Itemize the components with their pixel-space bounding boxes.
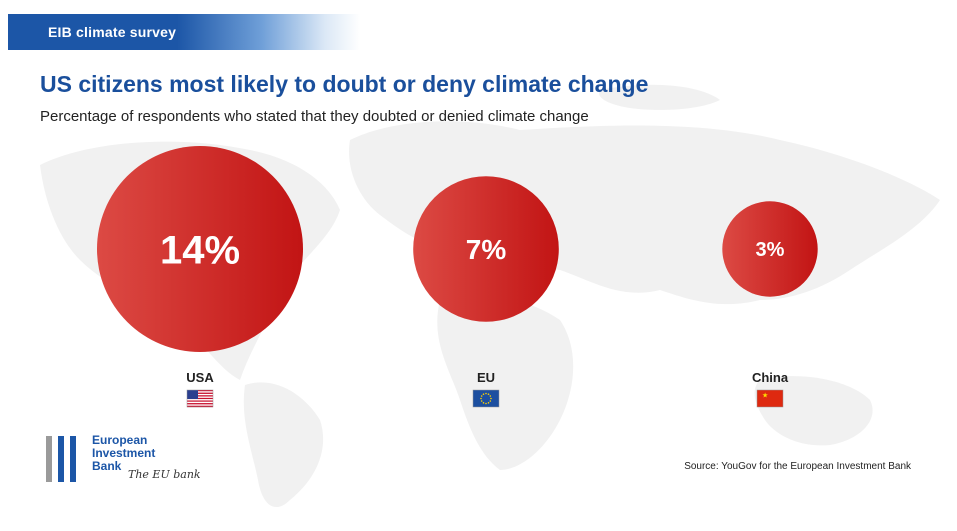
bubble-value-label: 14%	[160, 228, 240, 272]
bubble-china	[722, 201, 818, 297]
eu-flag-icon	[472, 389, 500, 408]
banner-text: EIB climate survey	[48, 24, 177, 40]
bubble-value-label: 3%	[756, 239, 785, 261]
category-label: EU	[477, 370, 495, 385]
eib-logo: European Investment Bank The EU bank	[44, 434, 244, 494]
bubble-value-label: 7%	[466, 234, 507, 265]
us-flag-icon	[186, 389, 214, 408]
source-note: Source: YouGov for the European Investme…	[684, 461, 911, 472]
header-banner: EIB climate survey	[8, 14, 360, 50]
china-flag-icon: ★	[756, 389, 784, 408]
logo-name: European Investment Bank	[92, 433, 156, 473]
svg-text:★: ★	[762, 392, 768, 400]
bubble-usa	[97, 146, 303, 352]
logo-tagline: The EU bank	[128, 468, 201, 481]
page-title: US citizens most likely to doubt or deny…	[40, 71, 649, 97]
category-label: China	[752, 370, 789, 385]
bubble-eu	[413, 176, 559, 322]
category-label: USA	[186, 370, 214, 385]
page-subtitle: Percentage of respondents who stated tha…	[40, 108, 589, 125]
eib-logo-icon	[46, 436, 76, 482]
